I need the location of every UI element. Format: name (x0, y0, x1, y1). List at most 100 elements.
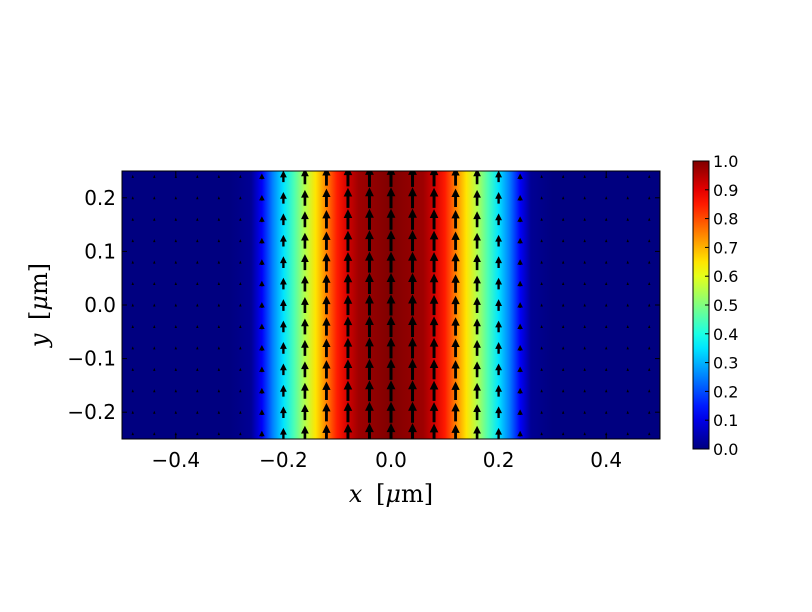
quiver-arrow (605, 196, 608, 200)
quiver-arrow (386, 423, 396, 439)
quiver-arrow (259, 237, 265, 244)
quiver-arrow (259, 345, 265, 351)
quiver-arrow (343, 230, 353, 251)
quiver-arrow (473, 232, 481, 249)
quiver-arrow (196, 217, 199, 221)
quiver-arrow (343, 316, 353, 337)
quiver-arrow (279, 171, 287, 183)
quiver-arrow (279, 406, 287, 419)
quiver-arrow (648, 282, 651, 286)
quiver-arrow (583, 174, 586, 178)
quiver-arrow (386, 401, 396, 423)
quiver-arrow (322, 171, 331, 186)
quiver-arrow (131, 217, 134, 221)
y-axis-label: y [μm] (25, 263, 53, 348)
quiver-arrow (561, 282, 565, 286)
quiver-arrow (451, 274, 460, 293)
quiver-arrow (217, 260, 221, 264)
quiver-arrow (196, 346, 199, 350)
quiver-arrow (365, 273, 374, 295)
quiver-arrow (131, 410, 134, 414)
quiver-arrow (365, 380, 374, 402)
quiver-arrow (626, 217, 629, 221)
quiver-arrow (540, 346, 543, 350)
quiver-arrow (473, 382, 481, 399)
quiver-arrow (386, 315, 396, 337)
quiver-arrow (626, 282, 629, 286)
quiver-arrow (429, 209, 439, 230)
quiver-arrow (605, 260, 608, 264)
quiver-arrow (153, 432, 156, 436)
x-axis-open: [ (376, 480, 385, 508)
quiver-arrow (153, 196, 156, 200)
quiver-arrow (279, 427, 287, 439)
quiver-arrow (301, 171, 309, 185)
quiver-arrow (196, 282, 199, 286)
quiver-arrow (343, 294, 353, 316)
quiver-arrow (583, 217, 586, 221)
quiver-arrow (583, 346, 586, 350)
quiver-arrow (365, 208, 374, 230)
quiver-arrow (561, 260, 565, 264)
quiver-arrow (174, 324, 177, 328)
quiver-arrow (540, 303, 543, 307)
quiver-arrow (196, 174, 199, 178)
quiver-arrow (174, 239, 177, 243)
quiver-arrow (153, 217, 156, 221)
quiver-arrow (561, 239, 565, 243)
quiver-arrow (386, 380, 396, 402)
y-tick-label: −0.1 (67, 347, 116, 371)
quiver-arrow (648, 324, 651, 328)
quiver-arrow (343, 252, 353, 273)
y-axis-unit-prefix: μ (25, 295, 53, 311)
quiver-arrow (217, 432, 221, 436)
quiver-arrow (343, 380, 353, 401)
quiver-arrow (583, 303, 586, 307)
quiver-arrow (386, 273, 396, 295)
quiver-arrow (196, 324, 199, 328)
quiver-arrow (386, 337, 396, 359)
quiver-arrow (322, 188, 331, 208)
quiver-arrow (540, 410, 543, 414)
quiver-arrow (473, 171, 481, 185)
quiver-arrow (451, 338, 460, 358)
quiver-arrow (473, 254, 481, 271)
quiver-arrow (429, 252, 439, 273)
quiver-arrow (343, 402, 353, 423)
y-axis-ticks: −0.2 −0.1 0.0 0.1 0.2 (67, 186, 660, 424)
quiver-arrow (583, 410, 586, 414)
quiver-arrow (386, 230, 396, 252)
quiver-arrow (648, 303, 651, 307)
quiver-arrow (239, 217, 242, 221)
quiver-arrow (429, 380, 439, 401)
colorbar-tick-label: 0.0 (713, 440, 738, 459)
y-tick-label: 0.1 (84, 239, 116, 263)
quiver-arrow (605, 239, 608, 243)
quiver-arrow (153, 389, 156, 393)
quiver-arrow (408, 337, 417, 359)
quiver-arrow (540, 282, 543, 286)
quiver-arrow (429, 337, 439, 358)
quiver-arrow (408, 230, 417, 252)
quiver-arrow (648, 260, 651, 264)
quiver-arrow (153, 239, 156, 243)
quiver-arrow (153, 324, 156, 328)
y-axis-open: [ (25, 311, 53, 320)
quiver-arrow (239, 389, 242, 393)
quiver-arrow (239, 239, 242, 243)
quiver-arrow (174, 217, 177, 221)
quiver-arrow (517, 216, 523, 223)
quiver-arrow (239, 174, 242, 178)
quiver-arrow (473, 275, 481, 292)
quiver-arrow (343, 337, 353, 358)
quiver-arrow (473, 211, 481, 228)
quiver-arrow (239, 324, 242, 328)
quiver-arrow (174, 367, 177, 371)
quiver-arrow (495, 277, 503, 290)
x-axis-unit-prefix: μ (385, 480, 401, 508)
quiver-arrow (365, 171, 374, 187)
quiver-arrow (322, 252, 331, 272)
quiver-arrow (239, 410, 242, 414)
quiver-arrow (174, 196, 177, 200)
